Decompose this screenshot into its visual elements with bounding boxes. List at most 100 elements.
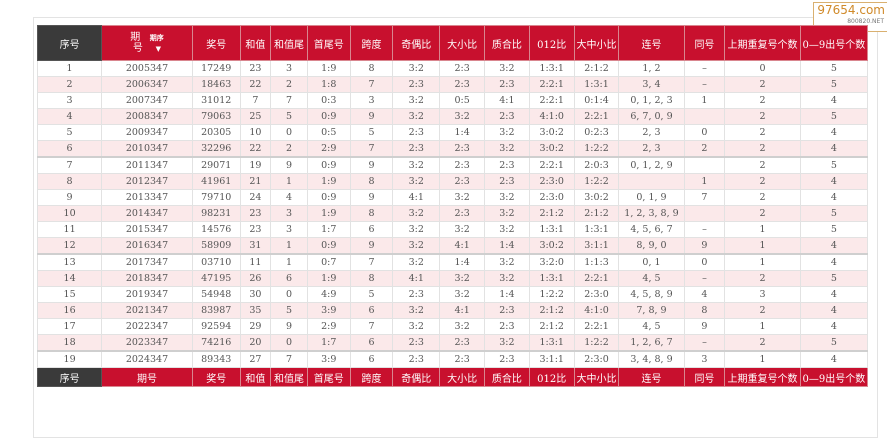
table-cell: 15	[36, 286, 103, 303]
table-cell: 1:3:1	[528, 270, 575, 287]
table-cell: 1:2:2	[528, 286, 575, 303]
header-col: 奇偶比	[392, 25, 441, 61]
table-cell	[683, 156, 726, 174]
table-cell: 2:3:0	[573, 286, 620, 303]
table-cell: 1, 2, 6, 7	[618, 334, 685, 352]
table-cell: 2023347	[101, 334, 193, 352]
table-cell: 0	[683, 124, 726, 141]
table-cell: 3:0:2	[528, 237, 575, 255]
table-cell: 1:3:1	[528, 334, 575, 352]
table-cell: 3:2	[392, 318, 441, 335]
table-row: 19 2024347 89343 27 7 3:9 6 2:3 2:3 2:3 3:1:1 2:3:0…	[36, 350, 869, 368]
table-cell: 2:3	[392, 286, 441, 303]
table-cell: 16	[36, 302, 103, 319]
table-cell: 3:1:1	[573, 237, 620, 255]
table-cell: 8	[36, 173, 103, 190]
table-cell: 9	[683, 237, 726, 255]
table-cell: 2:0:3	[573, 156, 620, 174]
table-cell: 4, 5, 8, 9	[618, 286, 685, 303]
table-row: 14 2018347 47195 26 6 1:9 8 4:1 3:2 3:2 1:3:1 2:2:1…	[36, 270, 869, 287]
table-row: 1 2005347 17249 23 3 1:9 8 3:2 2:3 3:2 1:3:1 2:1:2 1…	[36, 60, 869, 77]
table-row: 8 2012347 41961 21 1 1:9 8 3:2 2:3 2:3 2:3:0 1:2:2 1…	[36, 173, 869, 190]
table-cell: 2	[724, 76, 801, 93]
footer-col: 大中小比	[573, 367, 620, 387]
table-cell: 4	[799, 140, 869, 158]
table-cell: 1:3:1	[573, 76, 620, 93]
sort-desc-icon[interactable]: ▼	[155, 44, 162, 53]
footer-col: 上期重复号个数	[724, 367, 801, 387]
table-cell: 2	[724, 205, 801, 222]
table-cell: 2:3	[392, 140, 441, 158]
table-cell: 1	[683, 173, 726, 190]
table-cell: 5	[799, 270, 869, 287]
table-cell: 14	[36, 270, 103, 287]
table-cell: 5	[799, 108, 869, 125]
table-cell: 83987	[191, 302, 241, 319]
table-cell: 2:2:1	[528, 156, 575, 174]
table-cell: 4:1	[392, 270, 441, 287]
table-cell: 11	[36, 221, 103, 238]
table-cell: 0	[270, 286, 308, 303]
table-cell: 3:2	[439, 108, 486, 125]
table-cell: 4:1	[439, 237, 486, 255]
table-cell: 92594	[191, 318, 241, 335]
table-cell: 5	[799, 76, 869, 93]
table-cell: 4	[799, 189, 869, 206]
table-cell: 26	[239, 270, 272, 287]
table-cell: 0	[683, 253, 726, 271]
table-cell: 8	[349, 173, 394, 190]
table-cell: 4, 5	[618, 270, 685, 287]
table-cell: 2	[36, 76, 103, 93]
table-cell: 2	[724, 156, 801, 174]
table-cell: 7	[349, 253, 394, 271]
table-cell: 3:2:0	[528, 253, 575, 271]
table-cell: 2:3	[439, 334, 486, 352]
table-row: 9 2013347 79710 24 4 0:9 9 4:1 3:2 3:2 2:3:0 3:0:2 0…	[36, 189, 869, 206]
table-cell	[683, 205, 726, 222]
table-cell: 2:3	[439, 173, 486, 190]
footer-col: 奖号	[191, 367, 241, 387]
table-cell: 1	[270, 253, 308, 271]
table-cell: 2	[724, 302, 801, 319]
table-cell: 1:4	[484, 237, 530, 255]
table-cell: 3:2	[484, 221, 530, 238]
table-cell: 2008347	[101, 108, 193, 125]
table-cell: 2:3	[439, 205, 486, 222]
table-cell: 8	[349, 270, 394, 287]
table-cell: 1	[270, 173, 308, 190]
header-issue[interactable]: 期 期序 号 ▼	[101, 25, 193, 61]
table-cell: 5	[799, 156, 869, 174]
footer-col: 期号	[101, 367, 193, 387]
table-cell: 1:9	[306, 173, 351, 190]
table-cell: 4	[799, 173, 869, 190]
table-cell: 1:7	[306, 221, 351, 238]
watermark-domain: 97654.com	[817, 3, 885, 17]
table-cell: 2:3	[439, 156, 486, 174]
table-cell: 3:2	[439, 189, 486, 206]
table-cell: 0:9	[306, 189, 351, 206]
table-cell: 1:7	[306, 334, 351, 352]
table-cell: 2:3	[439, 350, 486, 368]
table-cell: 10	[36, 205, 103, 222]
table-header-row: 序号 期 期序 号 ▼ 奖号 和值 和值尾 首尾号 跨度 奇偶比 大小比 质合比…	[36, 25, 869, 61]
table-cell: 7	[36, 156, 103, 174]
table-cell: 3:2	[439, 318, 486, 335]
table-cell: 3:9	[306, 350, 351, 368]
table-cell: 2:9	[306, 318, 351, 335]
table-cell: 5	[799, 205, 869, 222]
table-cell: 9	[349, 156, 394, 174]
table-cell: 3, 4, 8, 9	[618, 350, 685, 368]
sort-label[interactable]: 期序	[149, 33, 164, 42]
table-cell: 1	[724, 221, 801, 238]
table-cell: 3	[36, 92, 103, 109]
table-cell: 2009347	[101, 124, 193, 141]
table-cell: 22	[239, 76, 272, 93]
table-cell: 3:2	[392, 60, 441, 77]
table-cell: 2	[270, 76, 308, 93]
table-cell: 4:1	[439, 302, 486, 319]
table-cell: 3:2	[392, 173, 441, 190]
table-cell: 1	[36, 60, 103, 77]
table-cell: 2:2:1	[573, 270, 620, 287]
footer-col: 奇偶比	[392, 367, 441, 387]
table-cell: 18	[36, 334, 103, 352]
